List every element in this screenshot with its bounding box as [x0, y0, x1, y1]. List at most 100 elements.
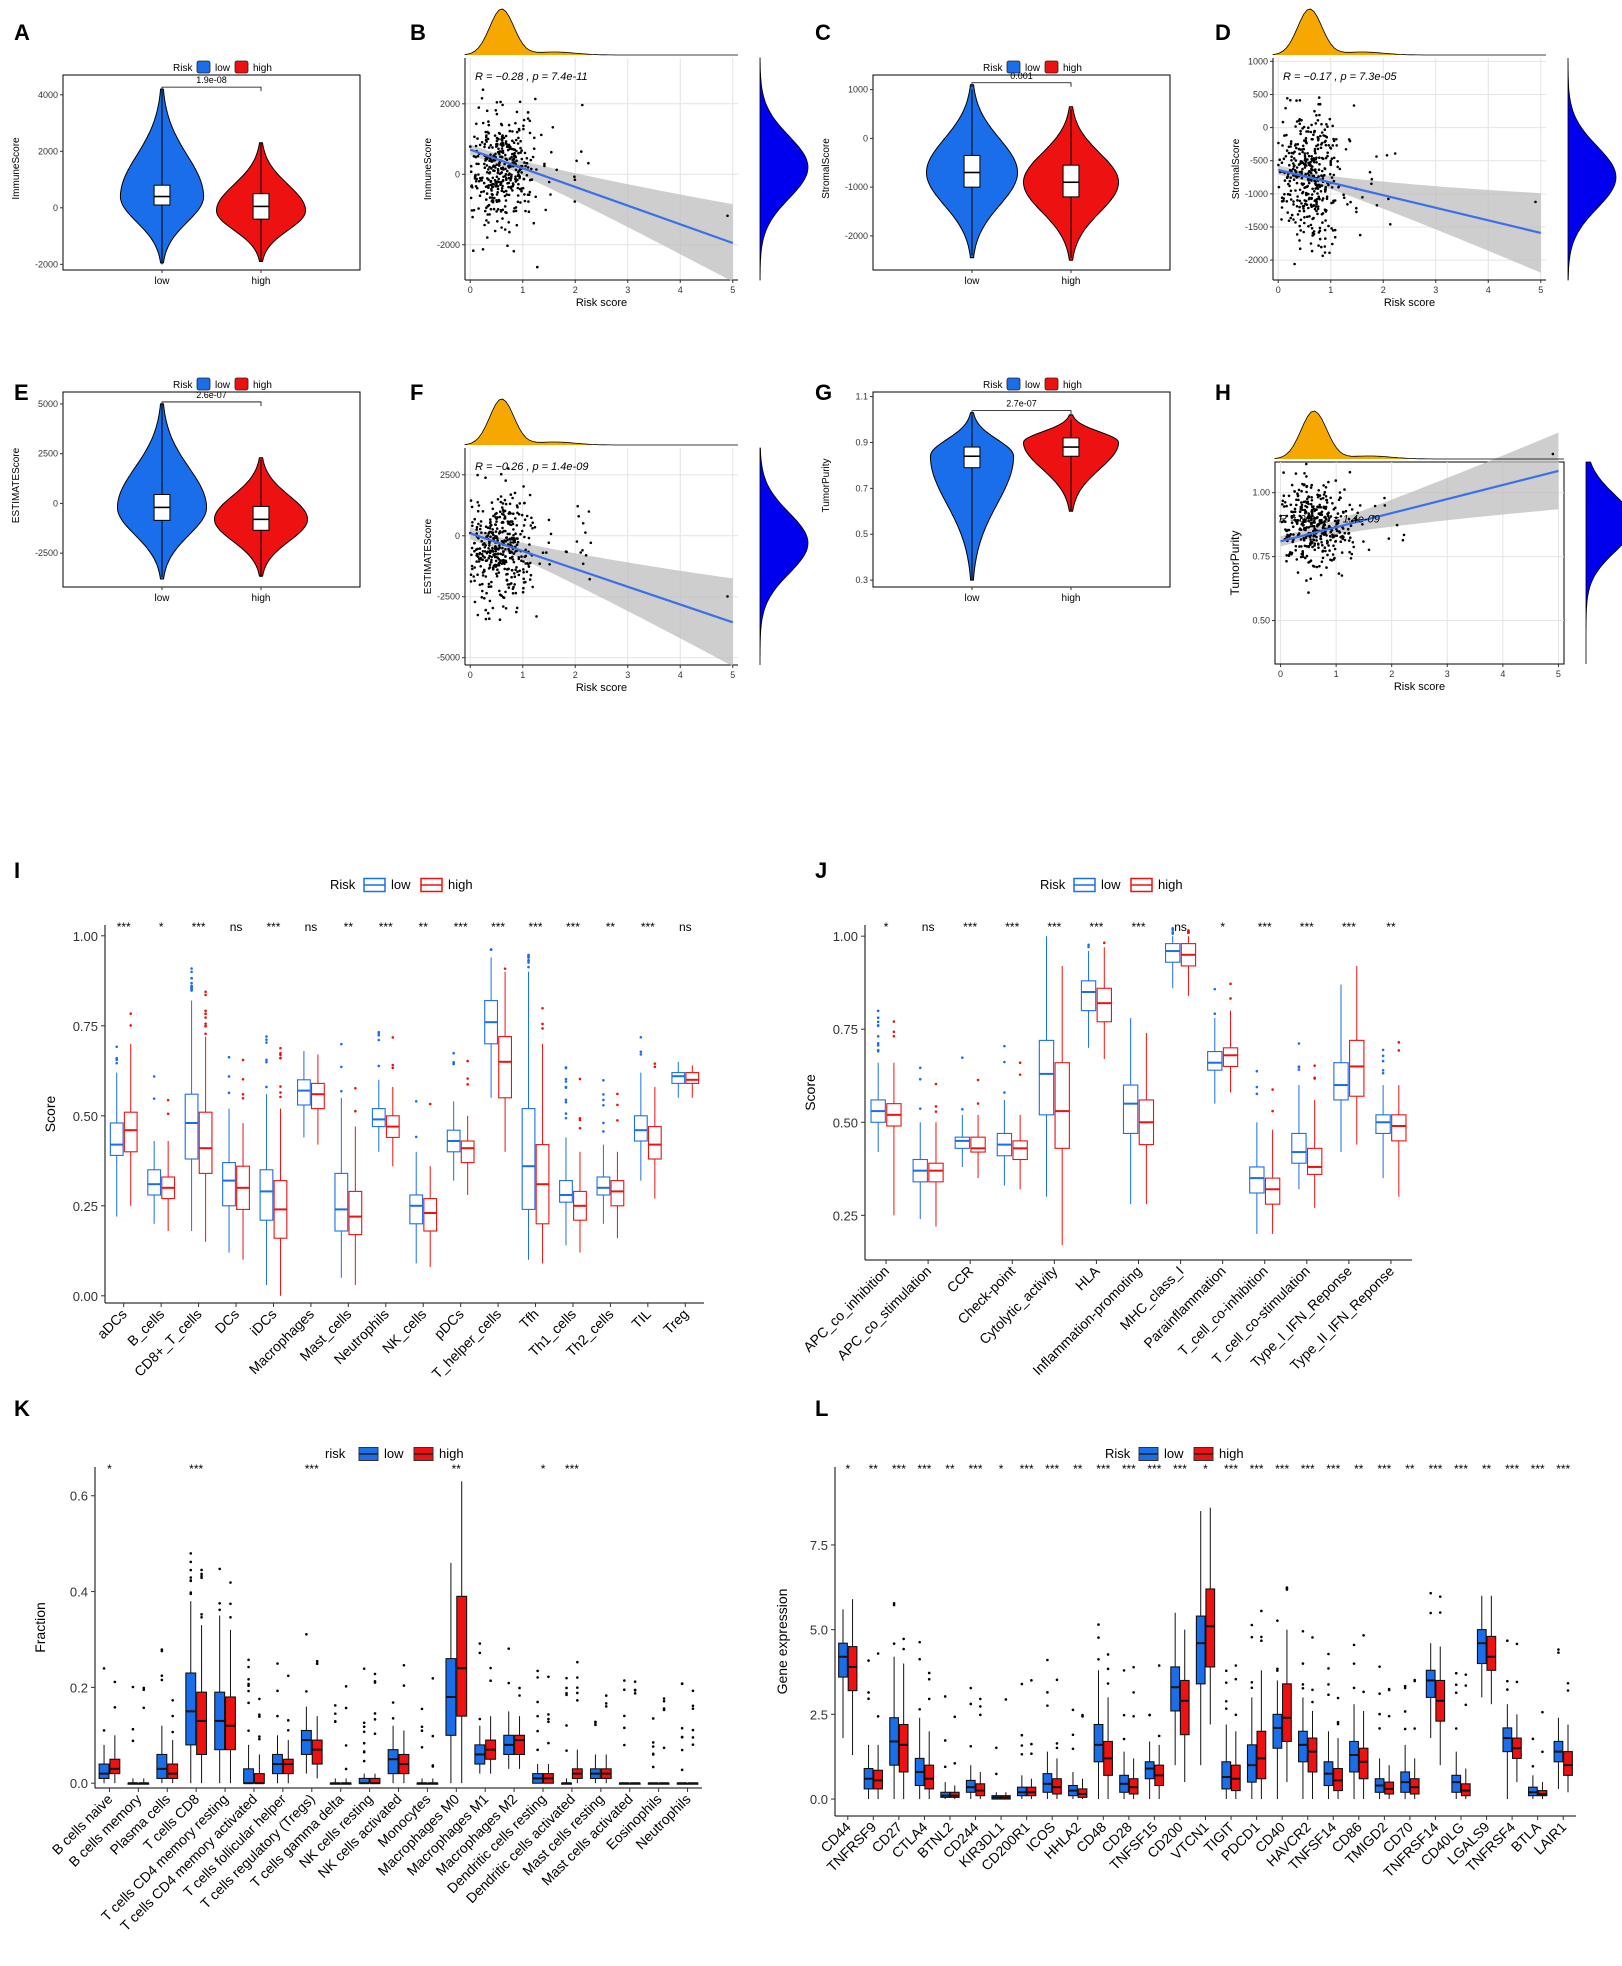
box [1272, 1713, 1283, 1749]
point [1303, 156, 1307, 160]
point [1294, 125, 1297, 128]
point [502, 605, 505, 608]
point [1324, 156, 1328, 160]
point [1316, 207, 1320, 211]
box-low-11 [1119, 1669, 1129, 1800]
box-low-17 [589, 1720, 601, 1784]
point [1320, 169, 1324, 173]
outlier [340, 1089, 343, 1093]
point [485, 198, 488, 201]
point [508, 230, 511, 234]
point [496, 539, 500, 542]
point [1341, 537, 1344, 541]
point [506, 538, 509, 542]
outlier [1301, 1683, 1305, 1686]
outlier [979, 1713, 982, 1717]
box-low-11 [1333, 984, 1349, 1153]
point [547, 180, 551, 184]
point [476, 473, 479, 477]
point [1289, 98, 1292, 102]
outlier [541, 1027, 544, 1030]
panel-letter-k: K [14, 1396, 30, 1421]
legend-title: Risk [330, 877, 356, 892]
point [1314, 205, 1318, 208]
outlier [1327, 1683, 1330, 1686]
point [516, 186, 520, 190]
point [510, 155, 513, 159]
outlier [1020, 1682, 1024, 1686]
outlier [518, 1686, 521, 1690]
point [507, 123, 511, 127]
point [490, 160, 494, 163]
point [543, 162, 546, 166]
point [1303, 216, 1306, 219]
box-low-6 [334, 1042, 349, 1278]
point [1294, 520, 1298, 523]
panel-letter-i: I [14, 858, 20, 883]
outlier [344, 1685, 348, 1688]
point [475, 528, 479, 531]
significance-label: *** [1275, 1462, 1289, 1476]
point [494, 523, 497, 526]
legend-key-high [234, 377, 249, 391]
plot-frame [872, 74, 1171, 271]
point [534, 97, 537, 101]
outlier [286, 1674, 290, 1678]
point [526, 166, 530, 169]
point [477, 522, 480, 526]
significance-label: *** [1089, 920, 1103, 934]
point [1322, 531, 1326, 535]
point [1332, 201, 1335, 204]
point [577, 515, 580, 518]
point [499, 143, 503, 146]
box-high-24 [1460, 1673, 1471, 1800]
box-low-26 [1502, 1639, 1513, 1800]
outlier [431, 1677, 435, 1680]
plot-frame [62, 391, 361, 588]
point [504, 157, 508, 161]
outlier [918, 1708, 921, 1711]
point [513, 572, 516, 575]
point [533, 526, 537, 529]
box-low-9 [1249, 1069, 1265, 1234]
outlier [1213, 987, 1217, 991]
point [1293, 169, 1297, 172]
outlier [171, 1730, 174, 1734]
point [1294, 143, 1298, 146]
box [456, 1595, 468, 1717]
point [1348, 550, 1351, 554]
outlier [565, 1686, 568, 1690]
point [587, 510, 591, 513]
point [1331, 229, 1335, 232]
point [1318, 564, 1321, 568]
point [1313, 149, 1317, 153]
outlier [431, 1765, 435, 1768]
point [1313, 527, 1316, 530]
point [524, 562, 527, 565]
outlier [1020, 1733, 1024, 1737]
point [1304, 162, 1307, 166]
point [1294, 221, 1297, 224]
point [505, 178, 508, 182]
point [1287, 528, 1291, 532]
point [1323, 490, 1327, 494]
point [1295, 120, 1299, 123]
outlier [1250, 1680, 1254, 1684]
point [489, 153, 492, 156]
outlier [333, 1704, 337, 1707]
point [1297, 119, 1301, 122]
outlier [247, 1678, 250, 1681]
box [1256, 1730, 1267, 1780]
point [1296, 143, 1300, 146]
box-low-5 [243, 1658, 255, 1785]
point [1298, 239, 1301, 242]
point [512, 534, 515, 537]
outlier [1055, 1746, 1059, 1750]
point [1309, 130, 1313, 134]
point [517, 573, 521, 577]
point [501, 178, 505, 182]
point [469, 145, 472, 148]
point [1325, 209, 1328, 212]
point [504, 199, 508, 202]
point [576, 504, 579, 508]
